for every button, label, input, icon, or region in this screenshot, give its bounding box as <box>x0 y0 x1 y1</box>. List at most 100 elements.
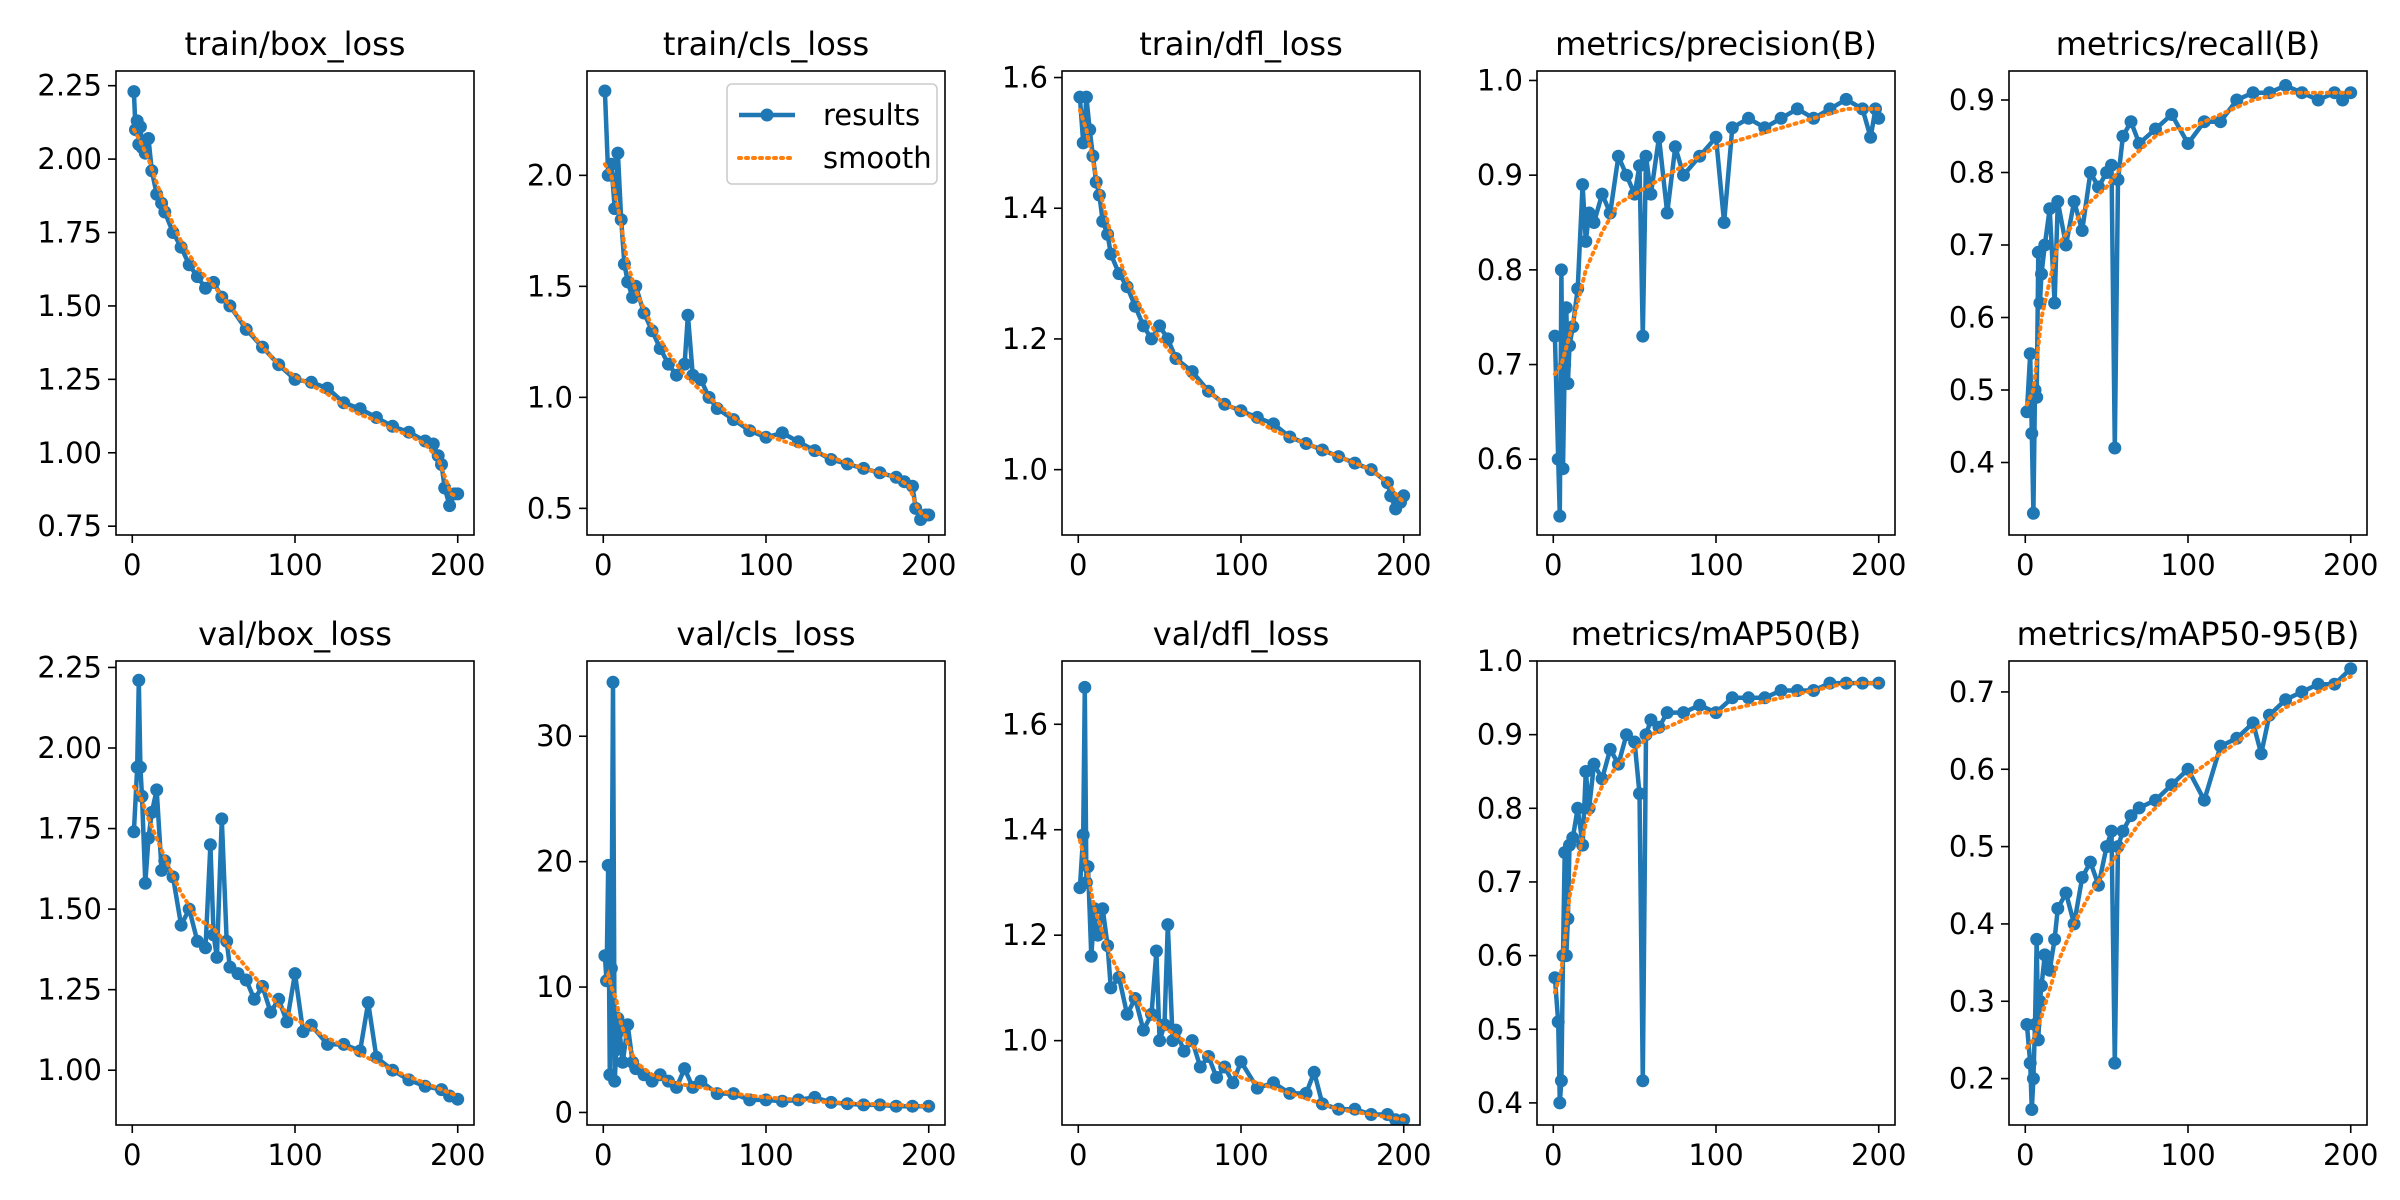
results-point <box>1177 1044 1191 1058</box>
y-tick-label: 0.5 <box>1949 830 1995 864</box>
results-point <box>127 825 141 839</box>
x-tick-label: 200 <box>430 548 485 582</box>
y-tick-label: 1.00 <box>37 1053 102 1087</box>
results-point <box>361 996 375 1010</box>
y-tick-label: 0.5 <box>1949 373 1995 407</box>
results-point <box>1660 706 1674 720</box>
x-tick-label: 200 <box>2323 1138 2378 1172</box>
results-point <box>1636 1074 1650 1088</box>
subplot-title: metrics/recall(B) <box>2056 25 2321 63</box>
results-point <box>2116 129 2130 143</box>
results-point <box>2197 793 2211 807</box>
x-tick-label: 100 <box>738 1138 793 1172</box>
results-point <box>127 85 141 99</box>
y-tick-label: 0.7 <box>1949 228 1995 262</box>
x-tick-label: 200 <box>1851 548 1906 582</box>
results-point <box>2105 158 2118 172</box>
y-tick-label: 1.2 <box>1002 322 1048 356</box>
results-point <box>1112 267 1126 281</box>
subplot-title: val/cls_loss <box>676 615 855 653</box>
x-tick-label: 0 <box>1069 548 1087 582</box>
y-tick-label: 1.6 <box>1002 707 1048 741</box>
y-tick-label: 0.7 <box>1477 348 1523 382</box>
results-point <box>2295 685 2309 699</box>
results-point <box>1548 971 1562 985</box>
x-tick-label: 0 <box>123 548 141 582</box>
x-tick-label: 0 <box>123 1138 141 1172</box>
y-tick-label: 1.0 <box>527 380 573 414</box>
results-point <box>1104 247 1118 261</box>
y-tick-label: 0.2 <box>1949 1062 1995 1096</box>
results-point <box>1104 981 1118 995</box>
results-point <box>2023 347 2037 361</box>
results-point <box>280 1015 294 1029</box>
x-tick-label: 100 <box>1688 548 1743 582</box>
results-point <box>2149 122 2162 136</box>
x-tick-label: 0 <box>2016 1138 2034 1172</box>
results-point <box>1587 216 1601 229</box>
results-point <box>2030 932 2044 946</box>
x-tick-label: 0 <box>594 1138 612 1172</box>
smooth-line <box>1077 838 1406 1122</box>
results-point <box>1078 680 1092 694</box>
results-point <box>1551 1015 1565 1029</box>
series-group <box>598 675 936 1113</box>
y-tick-label: 0.6 <box>1477 939 1523 973</box>
results-point <box>2035 979 2048 993</box>
results-point <box>2083 855 2097 869</box>
results-point <box>1636 329 1650 343</box>
results-line <box>131 91 458 508</box>
results-point <box>2214 115 2227 129</box>
results-point <box>1693 149 1707 163</box>
results-point <box>210 950 224 964</box>
results-point <box>2279 693 2293 707</box>
y-tick-label: 0.9 <box>1477 718 1523 752</box>
results-point <box>2108 441 2122 455</box>
axes-frame <box>115 70 475 536</box>
y-tick-label: 1.6 <box>1002 61 1048 95</box>
results-point <box>132 673 146 687</box>
results-point <box>2105 824 2118 838</box>
results-point <box>1595 187 1609 201</box>
results-point <box>1561 377 1575 390</box>
results-point <box>239 973 253 987</box>
results-point <box>1742 691 1755 705</box>
y-tick-label: 0.5 <box>1477 1012 1523 1046</box>
results-point <box>1193 1060 1207 1074</box>
results-point <box>2262 708 2276 722</box>
x-tick-label: 200 <box>901 548 956 582</box>
results-point <box>1210 1071 1224 1084</box>
series-group <box>2020 79 2358 520</box>
results-point <box>142 831 155 845</box>
series-group <box>2020 662 2358 1116</box>
results-point <box>1579 234 1593 248</box>
y-tick-label: 2.25 <box>37 69 102 103</box>
results-point <box>604 961 618 975</box>
results-point <box>443 499 457 513</box>
y-tick-label: 0.4 <box>1949 907 1995 941</box>
results-point <box>133 120 147 134</box>
results-point <box>678 357 692 371</box>
results-point <box>678 1062 692 1076</box>
y-tick-label: 1.4 <box>1002 813 1048 847</box>
results-point <box>2035 267 2048 281</box>
subplot-title: train/box_loss <box>185 25 406 63</box>
subplot-metrics-map50-95-b: metrics/mAP50-95(B) 0 100 200 0.2 0.3 0.4 0.5 0.… <box>1949 615 2379 1172</box>
subplot-title: metrics/mAP50(B) <box>1571 615 1862 653</box>
y-tick-label: 1.0 <box>1477 63 1523 97</box>
results-point <box>203 838 217 852</box>
y-tick-label: 0.9 <box>1949 83 1995 117</box>
smooth-line <box>2024 674 2353 1050</box>
legend-results-label: results <box>823 98 920 132</box>
results-point <box>2075 224 2089 237</box>
subplot-title: val/dfl_loss <box>1153 615 1330 653</box>
results-point <box>2026 1072 2040 1086</box>
subplot-title: metrics/precision(B) <box>1555 25 1877 63</box>
results-point <box>1202 1050 1215 1063</box>
results-point <box>609 1043 623 1057</box>
results-point <box>694 1074 708 1088</box>
y-tick-label: 0.9 <box>1477 158 1523 192</box>
y-tick-label: 1.0 <box>1002 1024 1048 1058</box>
results-point <box>2344 662 2358 676</box>
